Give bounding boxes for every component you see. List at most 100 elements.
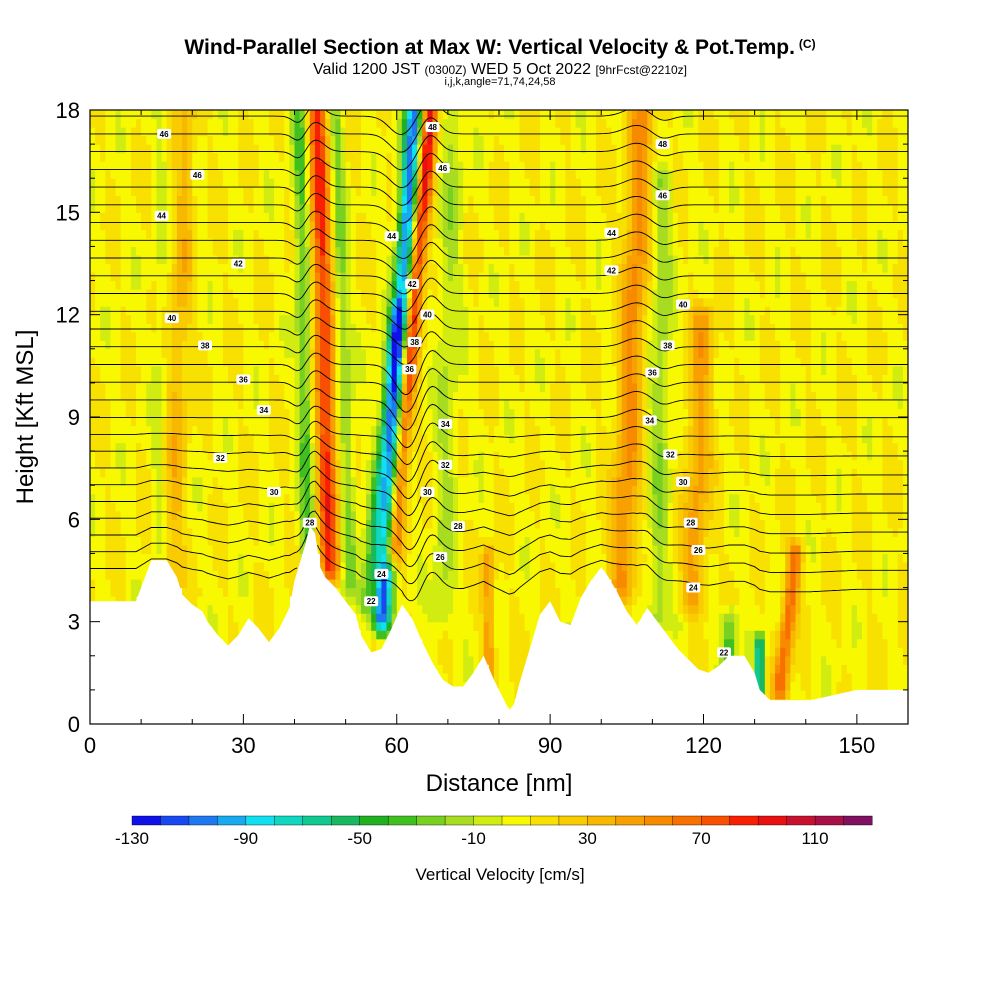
velocity-cell	[478, 553, 485, 563]
velocity-cell	[447, 399, 454, 410]
velocity-cell	[391, 289, 398, 299]
velocity-cell	[146, 237, 152, 248]
velocity-cell	[100, 212, 106, 222]
velocity-cell	[207, 527, 214, 537]
velocity-cell	[427, 229, 434, 239]
velocity-cell	[217, 195, 224, 205]
velocity-cell	[105, 195, 112, 205]
velocity-cell	[478, 485, 485, 495]
velocity-cell	[274, 502, 280, 512]
velocity-cell	[360, 544, 367, 555]
velocity-cell	[499, 638, 505, 648]
velocity-cell	[493, 246, 500, 256]
velocity-cell	[284, 323, 290, 333]
velocity-cell	[473, 169, 480, 179]
velocity-cell	[253, 178, 260, 188]
velocity-cell	[171, 195, 178, 205]
velocity-cell	[468, 374, 475, 384]
velocity-cell	[427, 442, 434, 452]
velocity-cell	[125, 553, 132, 563]
velocity-cell	[222, 544, 229, 555]
velocity-cell	[197, 144, 204, 154]
velocity-cell	[212, 195, 219, 205]
velocity-cell	[442, 144, 449, 154]
velocity-cell	[422, 203, 429, 213]
velocity-cell	[105, 297, 112, 307]
velocity-cell	[483, 229, 490, 239]
velocity-cell	[289, 382, 296, 393]
velocity-cell	[360, 246, 367, 256]
velocity-cell	[136, 152, 142, 162]
velocity-cell	[406, 468, 413, 478]
velocity-cell	[468, 348, 475, 358]
velocity-cell	[458, 399, 464, 410]
velocity-cell	[263, 493, 270, 503]
velocity-cell	[412, 493, 418, 503]
velocity-cell	[238, 340, 244, 350]
velocity-cell	[192, 280, 198, 290]
velocity-cell	[320, 425, 326, 435]
velocity-cell	[340, 348, 347, 358]
velocity-cell	[478, 297, 485, 307]
velocity-cell	[309, 314, 316, 324]
velocity-cell	[192, 272, 198, 282]
velocity-cell	[447, 357, 454, 367]
velocity-cell	[366, 263, 372, 273]
velocity-cell	[340, 135, 347, 145]
velocity-cell	[309, 254, 316, 265]
velocity-cell	[228, 135, 234, 145]
velocity-cell	[130, 468, 137, 478]
velocity-cell	[488, 144, 495, 154]
velocity-cell	[187, 340, 193, 350]
velocity-cell	[243, 468, 250, 478]
velocity-cell	[335, 468, 342, 478]
velocity-cell	[493, 613, 500, 623]
velocity-cell	[452, 110, 459, 120]
velocity-cell	[381, 212, 388, 222]
velocity-cell	[228, 272, 234, 282]
velocity-cell	[468, 357, 475, 367]
velocity-cell	[228, 527, 234, 537]
velocity-cell	[141, 178, 147, 188]
velocity-cell	[274, 178, 280, 188]
velocity-cell	[274, 391, 280, 401]
velocity-cell	[115, 280, 122, 290]
velocity-cell	[125, 408, 132, 418]
velocity-cell	[412, 399, 418, 410]
velocity-cell	[463, 519, 469, 529]
velocity-cell	[345, 331, 352, 341]
velocity-cell	[166, 357, 173, 367]
velocity-cell	[401, 417, 408, 427]
velocity-cell	[314, 152, 321, 162]
velocity-cell	[110, 442, 117, 452]
velocity-cell	[125, 220, 132, 230]
velocity-cell	[156, 110, 163, 120]
velocity-cell	[504, 664, 510, 674]
velocity-cell	[488, 638, 495, 648]
velocity-cell	[478, 365, 485, 375]
velocity-cell	[115, 237, 122, 248]
velocity-cell	[222, 434, 229, 444]
velocity-cell	[207, 425, 214, 435]
velocity-cell	[504, 638, 510, 648]
velocity-cell	[442, 638, 449, 648]
velocity-cell	[166, 399, 173, 410]
velocity-cell	[499, 272, 505, 282]
velocity-cell	[100, 587, 106, 597]
velocity-cell	[473, 314, 480, 324]
velocity-cell	[274, 399, 280, 410]
velocity-cell	[396, 203, 403, 213]
velocity-cell	[427, 519, 434, 529]
velocity-cell	[212, 468, 219, 478]
velocity-cell	[207, 434, 214, 444]
velocity-cell	[248, 391, 255, 401]
velocity-cell	[161, 195, 168, 205]
velocity-cell	[182, 357, 188, 367]
velocity-cell	[284, 596, 290, 606]
velocity-cell	[110, 331, 117, 341]
velocity-cell	[345, 357, 352, 367]
velocity-cell	[243, 442, 250, 452]
velocity-cell	[427, 186, 434, 196]
velocity-cell	[294, 374, 301, 384]
velocity-cell	[447, 374, 454, 384]
